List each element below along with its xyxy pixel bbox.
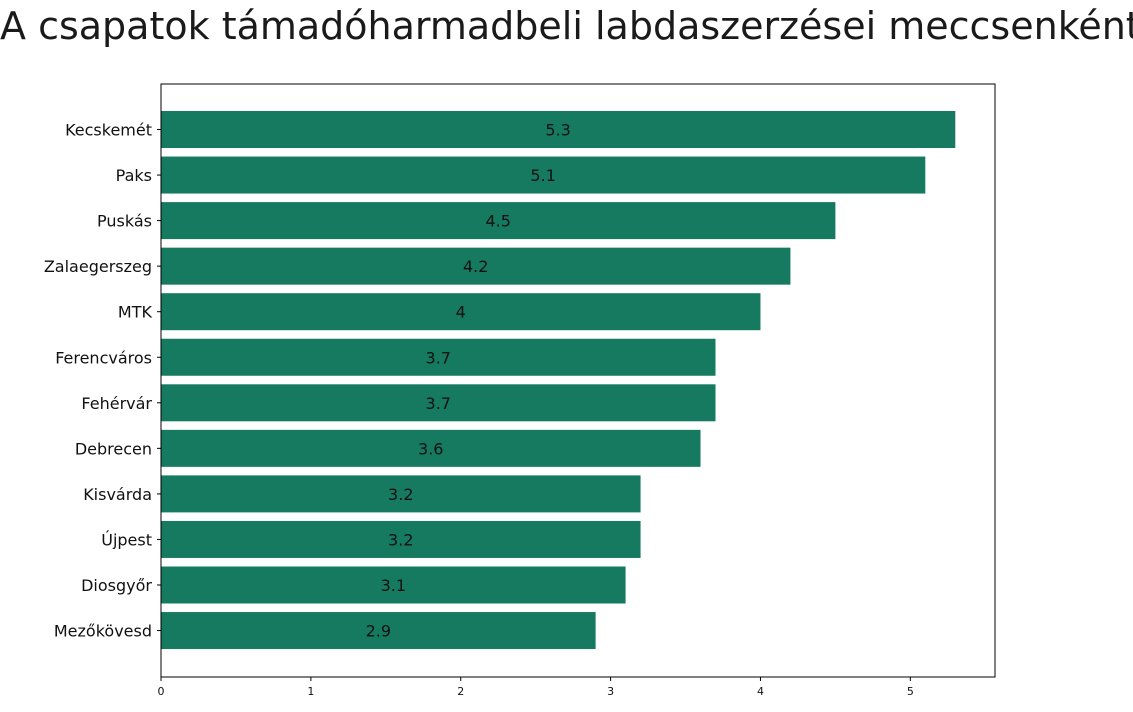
- bars-layer: [161, 111, 956, 650]
- y-tick-label: Kisvárda: [83, 485, 152, 504]
- bar-data-label: 5.1: [530, 166, 555, 185]
- y-tick-label: Debrecen: [75, 439, 152, 458]
- x-tick-label: 5: [907, 685, 914, 698]
- bar: [161, 429, 701, 467]
- x-axis: 0 1 2 3 4 5: [158, 677, 914, 698]
- bar-data-label: 3.2: [388, 530, 413, 549]
- y-tick-label: MTK: [118, 303, 153, 322]
- bar-data-label: 2.9: [366, 622, 391, 641]
- bar: [161, 566, 626, 604]
- chart-title: A csapatok támadóharmadbeli labdaszerzés…: [0, 4, 1133, 48]
- bar-data-label: 5.3: [545, 121, 570, 140]
- y-tick-label: Fehérvár: [81, 394, 152, 413]
- x-tick-label: 0: [158, 685, 165, 698]
- y-tick-label: Diosgyőr: [81, 576, 152, 595]
- bar: [161, 156, 926, 194]
- x-tick-label: 2: [457, 685, 464, 698]
- bar: [161, 247, 791, 285]
- bar: [161, 612, 596, 650]
- bar: [161, 475, 641, 513]
- bar-data-label: 4.5: [485, 212, 510, 231]
- y-tick-label: Ferencváros: [55, 348, 152, 367]
- y-tick-label: Puskás: [97, 212, 152, 231]
- x-tick-label: 1: [307, 685, 314, 698]
- bar: [161, 293, 761, 331]
- x-tick-label: 4: [757, 685, 764, 698]
- bar-data-label: 3.7: [426, 394, 451, 413]
- bar-data-label: 3.1: [381, 576, 406, 595]
- y-tick-label: Kecskemét: [65, 121, 152, 140]
- bar-data-label: 4.2: [463, 257, 488, 276]
- bar: [161, 384, 716, 422]
- plot-frame: [160, 83, 996, 678]
- bar-data-label: 3.2: [388, 485, 413, 504]
- y-tick-label: Zalaegerszeg: [44, 257, 152, 276]
- bar: [161, 111, 956, 148]
- bar: [161, 520, 641, 558]
- y-axis: Kecskemét Paks Puskás Zalaegerszeg MTK Ferenc…: [44, 121, 161, 641]
- y-tick-label: Mezőkövesd: [54, 622, 152, 641]
- bar: [161, 202, 836, 240]
- y-tick-label: Paks: [116, 166, 152, 185]
- x-tick-label: 3: [607, 685, 614, 698]
- y-tick-label: Újpest: [101, 530, 152, 549]
- bar-data-label: 3.6: [418, 439, 443, 458]
- bar-data-label: 4: [456, 303, 466, 322]
- data-labels-layer: 5.3 5.1 4.5 4.2 4 3.7 3.7 3.6 3.2 3.2 3.1 2.9: [366, 121, 571, 641]
- bar: [161, 338, 716, 376]
- bar-data-label: 3.7: [426, 348, 451, 367]
